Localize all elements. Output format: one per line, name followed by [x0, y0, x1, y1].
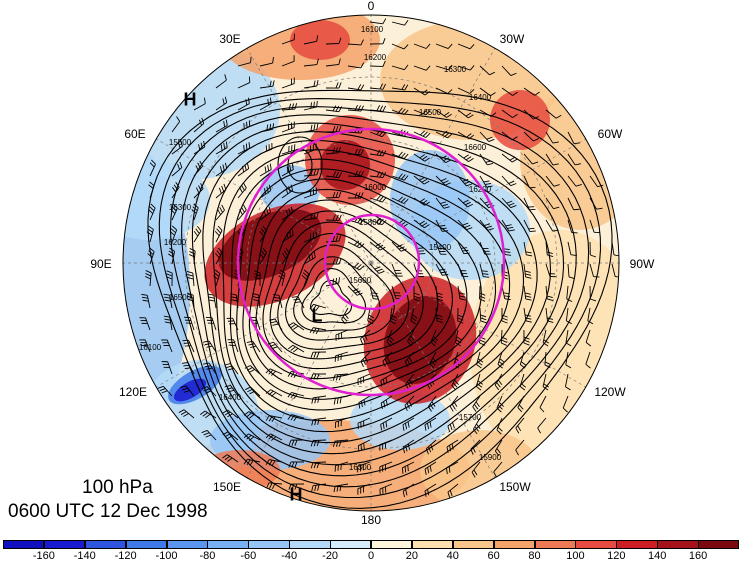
colorbar-swatch — [44, 540, 85, 549]
colorbar-tick-label: 60 — [488, 550, 500, 562]
contour-value-label: 16400 — [219, 393, 242, 402]
colorbar-tick-label: 0 — [368, 550, 374, 562]
lon-label-150w: 150W — [499, 480, 530, 494]
high-center-label: H — [290, 485, 303, 506]
lon-label-60e: 60E — [124, 127, 145, 141]
wind-barb-feather — [530, 231, 536, 232]
colorbar-tick-label: -140 — [74, 550, 96, 562]
wind-barb-feather — [358, 446, 359, 452]
wind-barb-feather — [593, 277, 599, 278]
colorbar-swatch — [248, 540, 289, 549]
wind-barb-feather — [251, 57, 252, 63]
colorbar-swatch — [85, 540, 126, 549]
colorbar-swatch — [616, 540, 657, 549]
contour-value-label: 16500 — [169, 293, 192, 302]
wind-barb-feather — [249, 142, 250, 148]
lon-label-90e: 90E — [90, 257, 111, 271]
colorbar-swatch — [698, 540, 739, 549]
colorbar-swatch — [126, 540, 167, 549]
wind-barb-shaft — [313, 462, 326, 463]
colorbar-tick-label: 20 — [406, 550, 418, 562]
colorbar-swatch — [412, 540, 453, 549]
colorbar-swatch — [207, 540, 248, 549]
colorbar-tick-label: 80 — [528, 550, 540, 562]
lon-label-60w: 60W — [598, 127, 623, 141]
wind-barb-feather — [361, 444, 362, 450]
contour-value-label: 15500 — [169, 138, 192, 147]
lon-label-30e: 30E — [219, 32, 240, 46]
colorbar-tick-label: -40 — [281, 550, 297, 562]
contour-value-label: 16500 — [419, 108, 442, 117]
contour-value-label: 16600 — [464, 143, 487, 152]
colorbar-swatch — [371, 540, 412, 549]
wind-barb-feather — [364, 443, 365, 449]
wind-barb-shaft — [326, 197, 339, 198]
colorbar-swatch — [3, 540, 44, 549]
wind-barb-shaft — [313, 440, 326, 441]
wind-barb-feather — [402, 468, 403, 474]
wind-barb-feather — [464, 253, 470, 254]
contour-value-label: 15400 — [429, 243, 452, 252]
colorbar-tick-label: -120 — [115, 550, 137, 562]
low-center-label: L — [312, 306, 323, 327]
colorbar-swatch — [330, 540, 371, 549]
lon-label-90w: 90W — [630, 257, 655, 271]
wind-barb-feather — [462, 250, 468, 251]
lon-label-0: 0 — [368, 0, 375, 13]
colorbar-tick-label: 140 — [648, 550, 666, 562]
lon-label-120w: 120W — [594, 385, 625, 399]
contour-value-label: 15800 — [359, 218, 382, 227]
wind-barb-feather — [408, 465, 409, 471]
lon-label-150e: 150E — [213, 480, 241, 494]
lon-label-120e: 120E — [119, 385, 147, 399]
colorbar-tick-label: 160 — [689, 550, 707, 562]
colorbar-tick-label: -80 — [199, 550, 215, 562]
wind-barb-feather — [246, 144, 247, 150]
wind-barb-feather — [405, 466, 406, 472]
contour-value-label: 16000 — [364, 183, 387, 192]
contour-value-label: 16100 — [361, 25, 384, 34]
high-center-label: H — [184, 90, 197, 111]
colorbar: -160 -140 -120 -100 -80 -60 -40 -20 0 20 40 60 80 100… — [0, 540, 742, 561]
colorbar-tick-label: -100 — [156, 550, 178, 562]
contour-value-label: 16100 — [139, 343, 162, 352]
lon-label-30w: 30W — [500, 32, 525, 46]
colorbar-tick-label: -60 — [240, 550, 256, 562]
colorbar-swatch — [535, 540, 576, 549]
colorbar-swatch — [657, 540, 698, 549]
colorbar-swatch — [575, 540, 616, 549]
wind-barb-feather — [244, 145, 245, 151]
colorbar-tick-label: -160 — [33, 550, 55, 562]
contour-value-label: 16200 — [164, 238, 187, 247]
wind-barb-shaft — [479, 286, 480, 299]
colorbar-swatch — [453, 540, 494, 549]
pressure-level-label: 100 hPa — [82, 477, 153, 499]
contour-value-label: 15600 — [349, 276, 372, 285]
lon-label-180: 180 — [361, 513, 381, 527]
colorbar-tick-label: 100 — [566, 550, 584, 562]
anomaly-region — [490, 90, 550, 150]
colorbar-tick-label: -20 — [322, 550, 338, 562]
wind-barb-feather — [529, 228, 535, 229]
valid-time-label: 0600 UTC 12 Dec 1998 — [8, 501, 208, 523]
anomaly-region — [390, 150, 470, 250]
colorbar-tick-label: 40 — [447, 550, 459, 562]
wind-barb-feather — [461, 248, 467, 249]
colorbar-tick-label: 120 — [607, 550, 625, 562]
contour-value-label: 16200 — [364, 53, 387, 62]
colorbar-swatch — [289, 540, 330, 549]
colorbar-swatch — [167, 540, 208, 549]
colorbar-swatch — [494, 540, 535, 549]
